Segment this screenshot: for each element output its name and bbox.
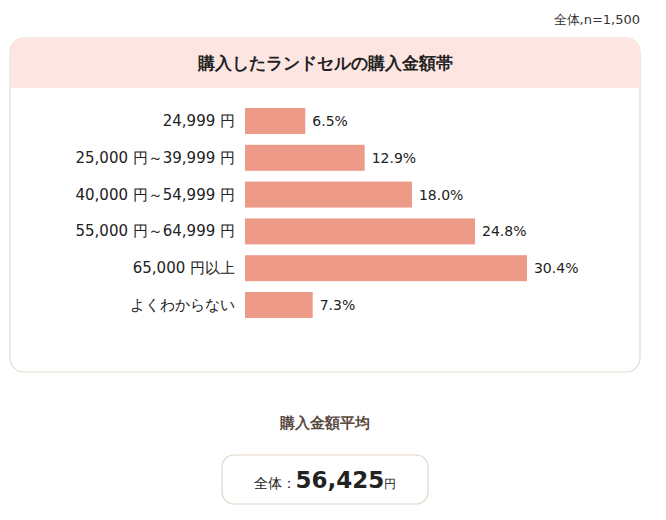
data-label: 12.9% — [372, 150, 416, 166]
data-label: 18.0% — [419, 187, 463, 203]
average-box — [222, 455, 428, 504]
average-title: 購入金額平均 — [279, 414, 370, 432]
data-label: 6.5% — [312, 113, 348, 129]
data-label: 24.8% — [482, 223, 526, 239]
category-label: 25,000 円～39,999 円 — [75, 149, 235, 167]
category-label: 40,000 円～54,999 円 — [75, 186, 235, 204]
subtitle: 全体,n=1,500 — [554, 12, 640, 27]
category-label: 24,999 円 — [163, 112, 235, 130]
bar — [245, 145, 365, 171]
header-band — [10, 38, 640, 88]
average-text: 全体：56,425円 — [254, 467, 397, 493]
bar — [245, 292, 313, 318]
title: 購入したランドセルの購入金額帯 — [197, 53, 453, 73]
data-label: 7.3% — [320, 297, 356, 313]
data-label: 30.4% — [534, 260, 578, 276]
category-label: 55,000 円～64,999 円 — [75, 222, 235, 240]
bar — [245, 218, 475, 244]
category-label: よくわからない — [130, 296, 235, 314]
bar — [245, 255, 527, 281]
page: 全体,n=1,500 購入したランドセルの購入金額帯 24,999 円 6.5% 25,… — [0, 0, 666, 520]
bar — [245, 108, 305, 134]
average-value: 56,425 — [296, 467, 385, 493]
card — [10, 38, 640, 372]
average-label: 全体： — [254, 475, 296, 491]
average-unit: 円 — [384, 477, 396, 491]
bar — [245, 182, 412, 208]
chart-svg: 全体,n=1,500 購入したランドセルの購入金額帯 24,999 円 6.5% 25,… — [0, 0, 666, 520]
category-label: 65,000 円以上 — [133, 259, 235, 277]
bars — [245, 108, 527, 318]
